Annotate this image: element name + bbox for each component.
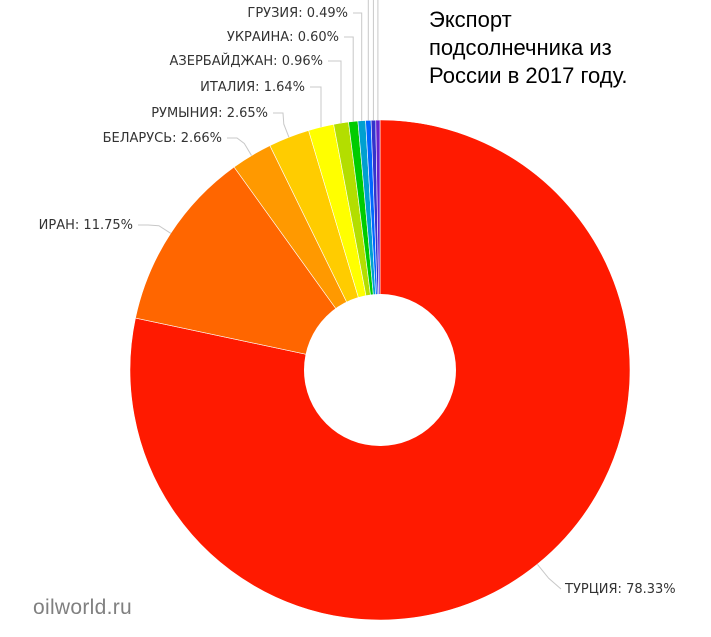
- leader-line-украина: [344, 36, 354, 122]
- leader-line-иран: [138, 224, 171, 234]
- slice-label-румыния: РУМЫНИЯ: 2.65%: [151, 106, 268, 121]
- slice-label-иран: ИРАН: 11.75%: [39, 218, 133, 233]
- leader-line-румыния: [273, 112, 290, 138]
- leader-line-азербайджан: [328, 60, 342, 124]
- leader-line-беларусь: [227, 137, 252, 156]
- chart-title-line-1: Экспорт: [429, 7, 512, 32]
- leader-line-турция: [537, 563, 562, 590]
- chart-title-line-2: подсолнечника из: [429, 35, 612, 60]
- slice-label-италия: ИТАЛИЯ: 1.64%: [200, 80, 305, 95]
- slice-иран: [135, 166, 381, 371]
- leader-lines-group: [138, 0, 562, 590]
- chart-title-line-3: России в 2017 году.: [429, 63, 628, 88]
- slice-label-украина: УКРАИНА: 0.60%: [227, 30, 339, 45]
- chart-title: Экспорт подсолнечника из России в 2017 год…: [429, 7, 628, 88]
- donut-hole: [304, 294, 456, 446]
- slice-label-грузия: ГРУЗИЯ: 0.49%: [247, 6, 348, 21]
- leader-line-грузия: [353, 12, 363, 121]
- slice-label-азербайджан: АЗЕРБАЙДЖАН: 0.96%: [170, 53, 323, 69]
- watermark: oilworld.ru: [33, 596, 132, 619]
- slice-label-беларусь: БЕЛАРУСЬ: 2.66%: [103, 131, 222, 146]
- leader-line-италия: [310, 86, 322, 128]
- slice-labels-group: ТУРЦИЯ: 78.33% ИРАН: 11.75% БЕЛАРУСЬ: 2.66…: [39, 6, 676, 597]
- slice-label-турция: ТУРЦИЯ: 78.33%: [564, 582, 676, 597]
